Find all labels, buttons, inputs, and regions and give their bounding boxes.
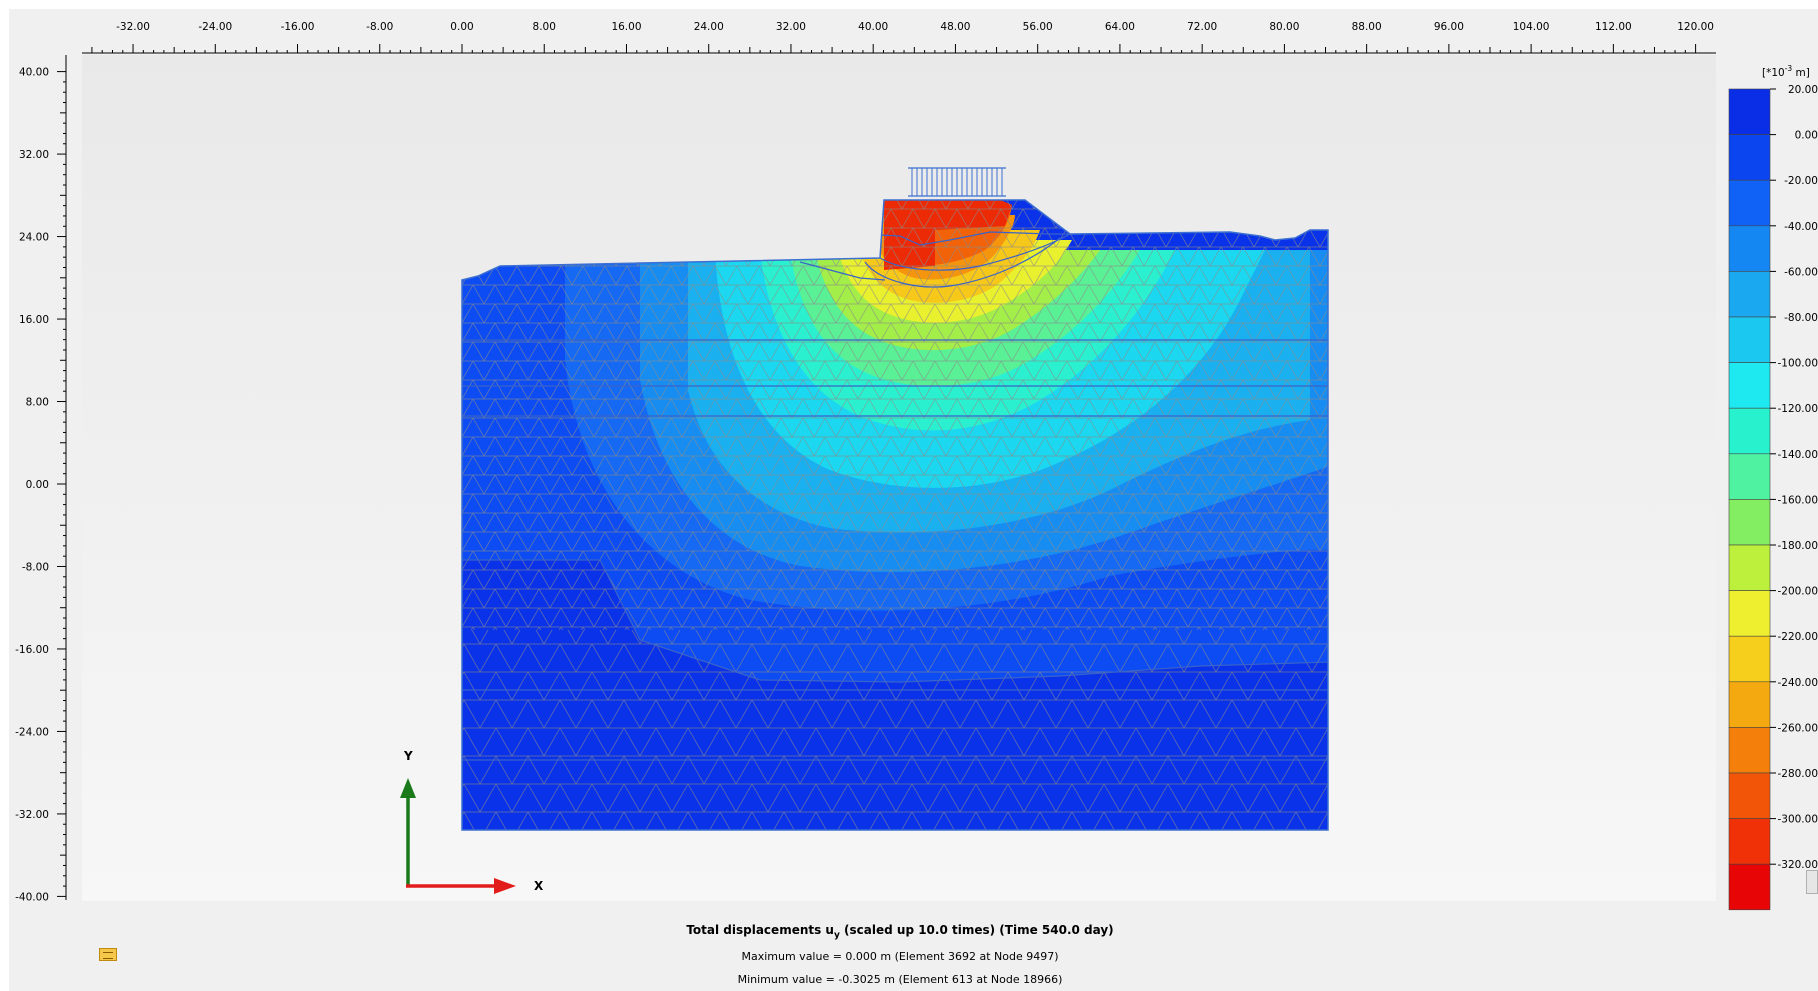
legend-swatch — [1728, 499, 1771, 546]
x-tick-label: -8.00 — [366, 21, 393, 33]
y-tick-label: -16.00 — [15, 644, 49, 656]
x-tick-label: 48.00 — [940, 21, 970, 33]
legend-swatch — [1728, 316, 1771, 363]
legend-swatch — [1728, 271, 1771, 318]
plot-title: Total displacements uy (scaled up 10.0 t… — [686, 923, 1114, 941]
legend-label: -260.00 — [1777, 722, 1818, 734]
x-tick-label: 16.00 — [611, 21, 641, 33]
legend-label: 0.00 — [1795, 130, 1818, 142]
legend-swatch — [1728, 134, 1771, 181]
y-tick-label: 16.00 — [19, 314, 49, 326]
y-tick-label: 32.00 — [19, 149, 49, 161]
legend-swatch — [1728, 362, 1771, 409]
legend-swatch — [1728, 88, 1771, 135]
y-tick-label: -24.00 — [15, 726, 49, 738]
legend-label: -80.00 — [1784, 312, 1818, 324]
y-tick-label: -8.00 — [22, 561, 49, 573]
legend-swatch — [1728, 635, 1771, 683]
x-tick-label: 80.00 — [1269, 21, 1299, 33]
axes-gizmo: Y X — [400, 749, 544, 894]
x-axis-ruler: -32.00 -24.00 -16.00 -8.00 0.00 8.00 16.00 24.0… — [82, 21, 1716, 54]
legend-labels: 20.00 0.00 -20.00 -40.00 -60.00 -80.00 -100.00… — [1770, 84, 1818, 871]
side-panel-button[interactable] — [1806, 870, 1818, 894]
axis-y-label: Y — [403, 749, 413, 763]
x-tick-label: 24.00 — [694, 21, 724, 33]
legend-label: -200.00 — [1777, 586, 1818, 598]
y-tick-label: 0.00 — [26, 479, 49, 491]
legend-label: -220.00 — [1777, 631, 1818, 643]
mesh-fine — [462, 200, 1328, 630]
model-outline — [461, 199, 1329, 831]
y-tick-label: 8.00 — [26, 397, 49, 409]
axis-x-label: X — [534, 879, 544, 893]
legend-label: -180.00 — [1777, 540, 1818, 552]
legend-swatches — [1728, 88, 1771, 911]
legend-swatch — [1728, 727, 1771, 774]
legend-swatch — [1728, 818, 1771, 865]
x-tick-label: 96.00 — [1434, 21, 1464, 33]
legend-swatch — [1728, 544, 1771, 591]
legend-label: 20.00 — [1788, 84, 1818, 96]
legend-label: -100.00 — [1777, 358, 1818, 370]
legend-label: -120.00 — [1777, 403, 1818, 415]
y-tick-label: -40.00 — [15, 891, 49, 903]
legend-label: -280.00 — [1777, 768, 1818, 780]
legend-unit: [*10-3 m] — [1762, 64, 1810, 79]
legend-label: -240.00 — [1777, 677, 1818, 689]
legend-label: -140.00 — [1777, 449, 1818, 461]
x-tick-label: 88.00 — [1352, 21, 1382, 33]
x-tick-label: 40.00 — [858, 21, 888, 33]
y-axis-minor-ticks — [57, 71, 66, 897]
legend-label: -160.00 — [1777, 494, 1818, 506]
maximum-value-text: Maximum value = 0.000 m (Element 3692 at… — [741, 950, 1059, 963]
legend-swatch — [1728, 863, 1771, 911]
x-tick-label: 104.00 — [1513, 21, 1550, 33]
legend-swatch — [1728, 407, 1771, 455]
x-axis-tick-labels: -32.00 -24.00 -16.00 -8.00 0.00 8.00 16.00 24.0… — [116, 21, 1714, 33]
y-axis-tick-labels: 40.00 32.00 24.00 16.00 8.00 0.00 -8.00 -16.00 -… — [15, 67, 49, 904]
minimum-value-text: Minimum value = -0.3025 m (Element 613 a… — [737, 973, 1063, 986]
x-tick-label: 120.00 — [1677, 21, 1714, 33]
x-tick-label: -24.00 — [198, 21, 232, 33]
legend-label: -60.00 — [1784, 266, 1818, 278]
x-tick-label: -32.00 — [116, 21, 150, 33]
legend-swatch — [1728, 225, 1771, 272]
y-axis-ruler: 40.00 32.00 24.00 16.00 8.00 0.00 -8.00 -16.00 -… — [15, 55, 67, 904]
legend-swatch — [1728, 590, 1771, 637]
legend-label: -320.00 — [1777, 859, 1818, 871]
x-axis-minor-ticks — [91, 44, 1697, 53]
layer-boundaries — [462, 231, 1328, 761]
x-tick-label: 0.00 — [450, 21, 473, 33]
legend-toggle-icon[interactable] — [99, 948, 117, 961]
legend-swatch — [1728, 681, 1771, 728]
soil-model[interactable] — [455, 190, 1335, 835]
x-tick-label: -16.00 — [281, 21, 315, 33]
y-tick-label: -32.00 — [15, 809, 49, 821]
mesh-coarse — [462, 630, 1328, 830]
legend-swatch — [1728, 453, 1771, 500]
distributed-load-icon[interactable] — [908, 167, 1006, 197]
legend-swatch — [1728, 772, 1771, 819]
x-tick-label: 64.00 — [1105, 21, 1135, 33]
x-tick-label: 32.00 — [776, 21, 806, 33]
x-tick-label: 56.00 — [1023, 21, 1053, 33]
x-tick-label: 112.00 — [1595, 21, 1632, 33]
legend-label: -20.00 — [1784, 175, 1818, 187]
legend-label: -40.00 — [1784, 221, 1818, 233]
legend-label: -300.00 — [1777, 814, 1818, 826]
color-legend: [*10-3 m] 20.00 0.00 -20.00 -40.00 -60.00 -80… — [1728, 64, 1818, 911]
x-tick-label: 8.00 — [533, 21, 556, 33]
legend-swatch — [1728, 179, 1771, 227]
x-tick-label: 72.00 — [1187, 21, 1217, 33]
y-tick-label: 40.00 — [19, 67, 49, 79]
y-tick-label: 24.00 — [19, 232, 49, 244]
